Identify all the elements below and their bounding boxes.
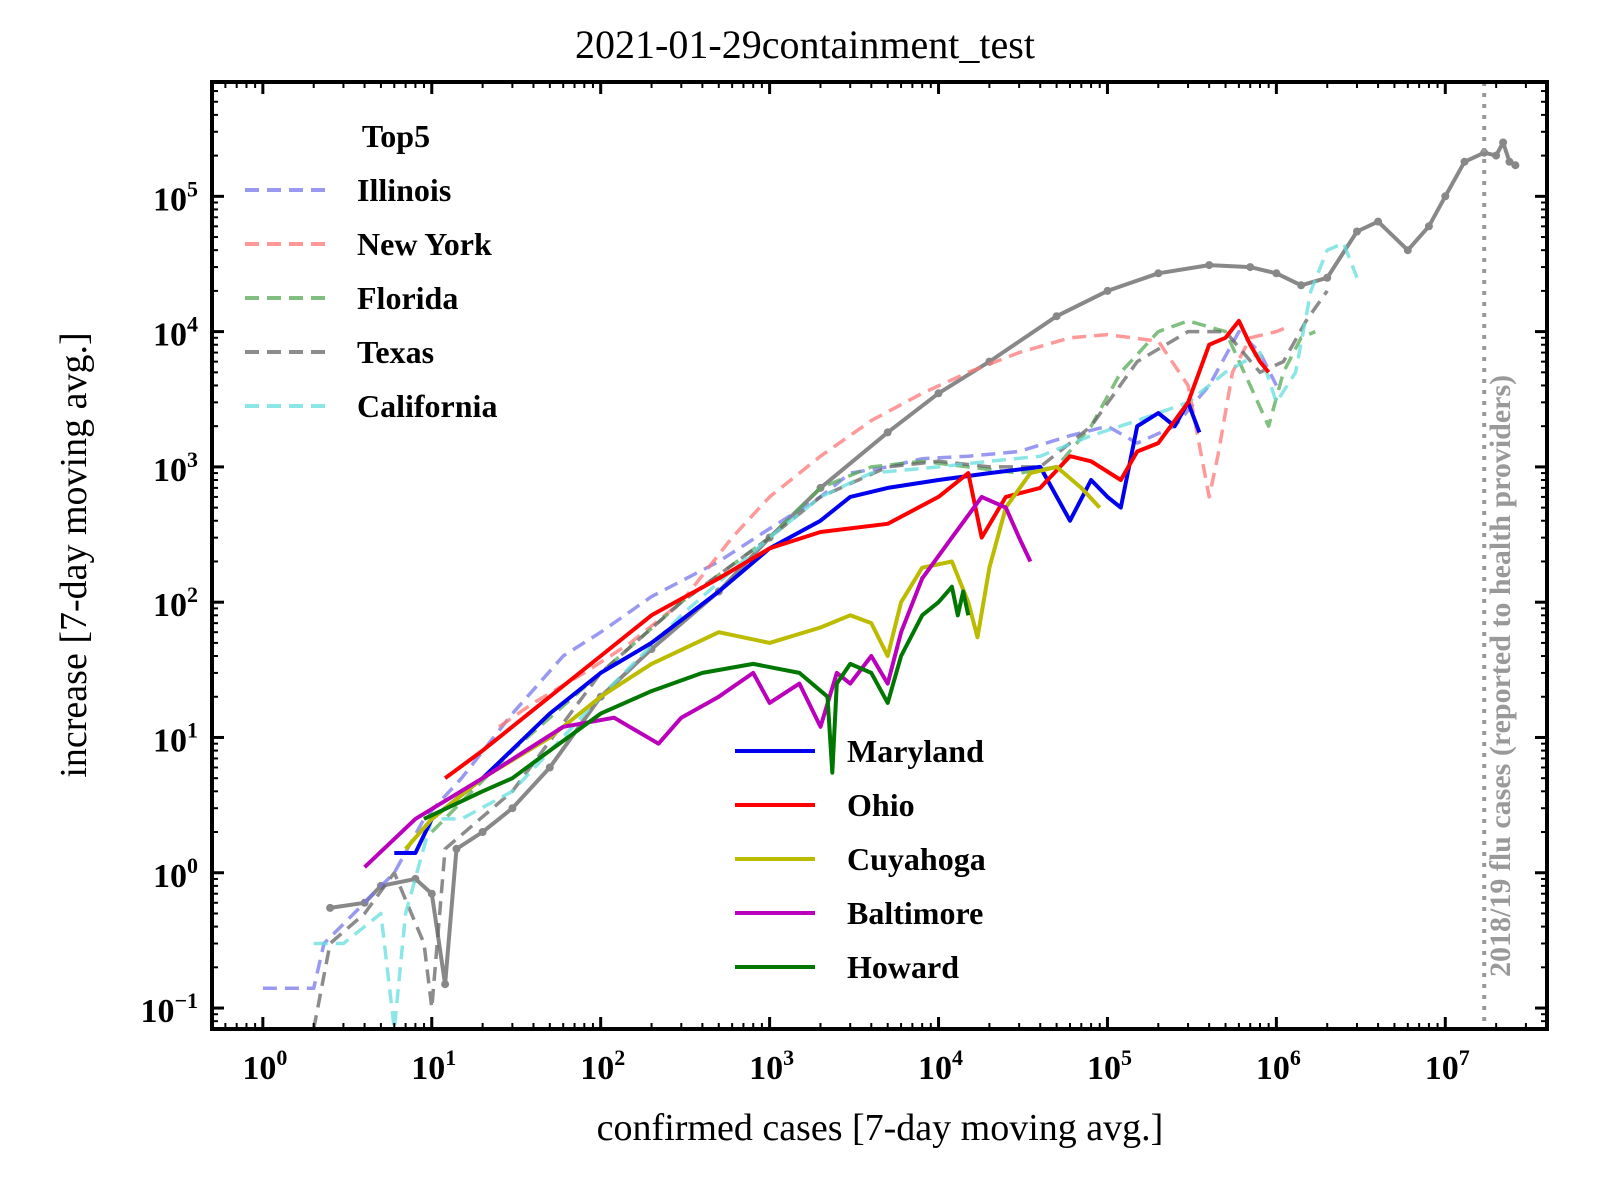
series-point-us [1505, 157, 1514, 166]
series-point-us [1403, 246, 1412, 255]
series-line-illinois [262, 329, 1278, 991]
series-point-us [1460, 157, 1469, 166]
legend-label-california: California [357, 388, 497, 424]
y-axis-label: increase [7-day moving avg.] [53, 332, 95, 777]
x-tick-label: 102 [580, 1045, 625, 1087]
legend-label-new-york: New York [357, 226, 492, 262]
legend-label-texas: Texas [357, 334, 434, 370]
series-ohio [443, 318, 1271, 780]
series-line-howard [423, 584, 971, 821]
x-tick-label: 103 [749, 1045, 794, 1087]
x-tick-label: 104 [918, 1045, 963, 1087]
x-tick-label: 100 [242, 1045, 287, 1087]
series-point-us [1424, 222, 1433, 231]
series-layer [262, 138, 1520, 1031]
tick-layer: 100 101 102 103 104 105 106 107 10−1 100 101 102 103… [140, 81, 1548, 1087]
series-point-us [1441, 192, 1450, 201]
series-line-new-york [498, 324, 1291, 729]
series-new-york [498, 324, 1291, 729]
series-point-us [478, 828, 487, 836]
series-line-ohio [443, 318, 1271, 780]
y-tick-label: 104 [153, 312, 198, 354]
series-point-us [1499, 138, 1508, 147]
legend-top-title: Top5 [362, 118, 430, 154]
y-tick-label: 105 [153, 176, 198, 218]
series-point-us [508, 804, 517, 813]
series-california [313, 241, 1359, 1031]
legend-label-baltimore: Baltimore [847, 895, 983, 931]
series-line-cuyahoga [404, 464, 1102, 851]
y-tick-label: 102 [153, 582, 198, 624]
legend-label-maryland: Maryland [847, 733, 984, 769]
series-point-us [1103, 286, 1112, 295]
legend-label-ohio: Ohio [847, 787, 915, 823]
y-tick-label: 100 [153, 853, 198, 895]
x-tick-label: 107 [1425, 1045, 1470, 1087]
series-point-us [1323, 273, 1332, 282]
chart-title: 2021-01-29containment_test [575, 22, 1035, 67]
series-maryland [394, 400, 1202, 855]
series-point-us [427, 889, 436, 898]
series-point-us [1272, 269, 1281, 278]
reference-layer: 2018/19 flu cases (reported to health pr… [1482, 82, 1517, 1029]
legend-label-illinois: Illinois [357, 172, 451, 208]
x-axis-label: confirmed cases [7-day moving avg.] [597, 1107, 1164, 1149]
series-line-baltimore [363, 494, 1033, 869]
series-point-us [452, 844, 461, 853]
series-point-us [1492, 151, 1501, 160]
y-tick-label: 103 [153, 447, 198, 489]
series-point-us [883, 428, 892, 437]
legend-bottom: Maryland Ohio Cuyahoga Baltimore Howard [735, 733, 986, 985]
x-tick-label: 105 [1087, 1045, 1132, 1087]
series-illinois [262, 329, 1278, 991]
reference-label: 2018/19 flu cases (reported to health pr… [1484, 375, 1517, 977]
series-point-us [1374, 217, 1383, 226]
series-point-us [545, 763, 554, 772]
series-point-us [1511, 161, 1520, 170]
legend-top: Top5 Illinois New York Florida Texas Califor… [245, 118, 497, 424]
legend-label-florida: Florida [357, 280, 458, 316]
x-tick-label: 106 [1256, 1045, 1301, 1087]
series-point-us [1246, 263, 1255, 272]
plot-area: 2018/19 flu cases (reported to health pr… [140, 80, 1549, 1087]
series-point-us [326, 903, 335, 912]
series-point-us [1353, 227, 1361, 236]
legend-label-cuyahoga: Cuyahoga [847, 841, 986, 877]
plot-frame [210, 80, 1549, 1031]
series-cuyahoga [404, 464, 1102, 851]
series-point-us [1297, 281, 1306, 290]
series-point-us [934, 389, 943, 398]
series-line-maryland [394, 400, 1202, 855]
legend-label-howard: Howard [847, 949, 959, 985]
x-tick-label: 101 [411, 1045, 456, 1087]
series-howard [423, 584, 971, 821]
series-baltimore [363, 494, 1033, 869]
y-tick-label: 10−1 [140, 988, 198, 1030]
series-line-california [313, 241, 1359, 1031]
series-point-us [1205, 261, 1214, 270]
y-tick-label: 101 [153, 717, 198, 759]
series-point-us [1052, 312, 1061, 321]
series-point-us [1154, 269, 1163, 278]
series-point-us [441, 980, 450, 989]
